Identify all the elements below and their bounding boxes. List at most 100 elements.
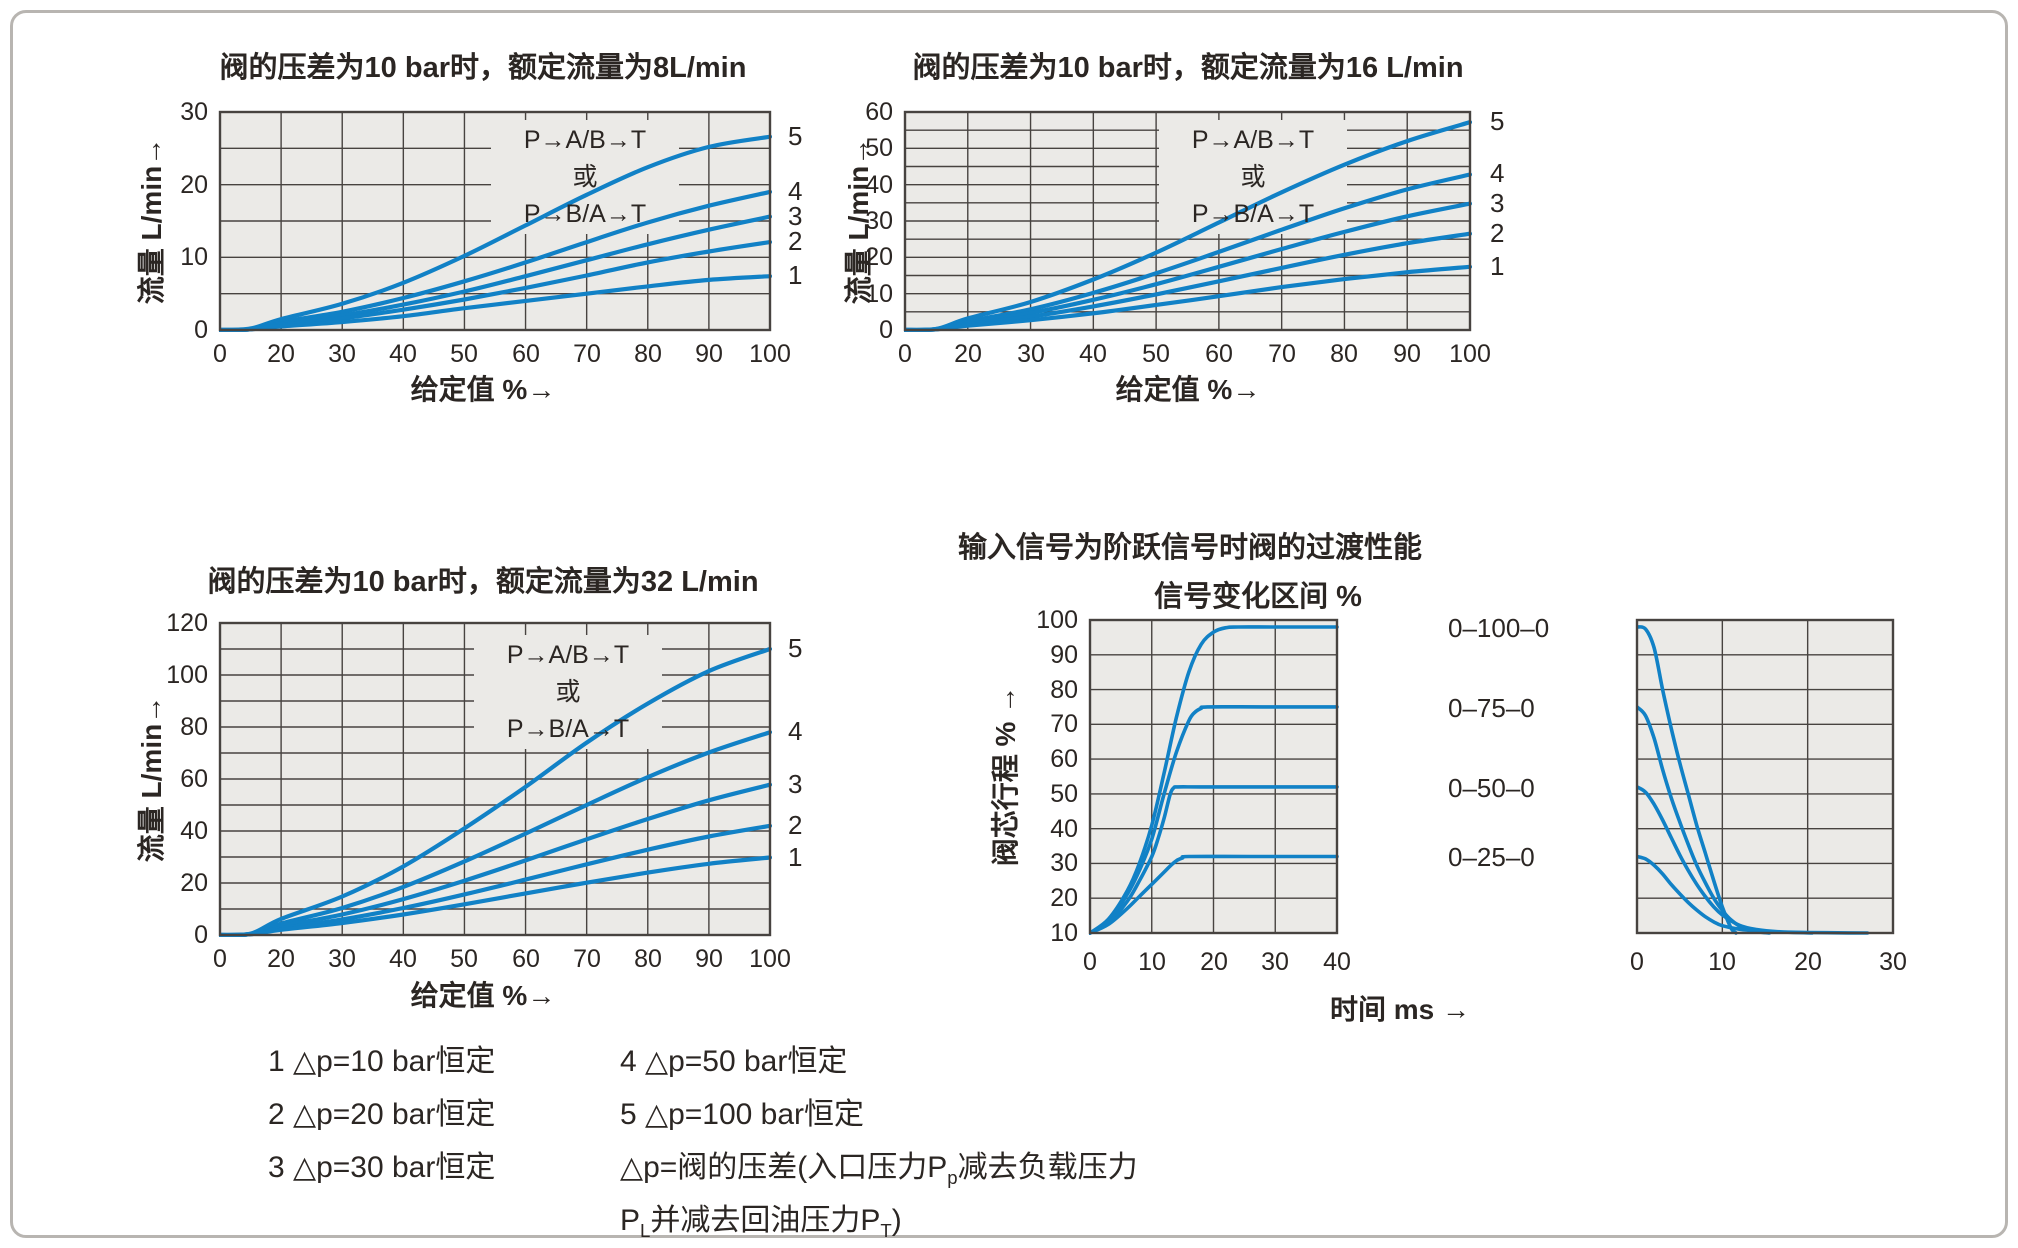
x-tick-label: 80 (634, 340, 662, 368)
y-tick-label: 10 (865, 280, 893, 308)
curve-label-4: 4 (1490, 158, 1505, 188)
plot-flow32 (218, 621, 772, 937)
plot-flow8 (218, 110, 772, 332)
plot-flow16 (903, 110, 1472, 332)
curves (219, 134, 772, 332)
curves (1636, 625, 1870, 935)
x-tick-label: 0 (213, 945, 227, 973)
curve-0-25-0 (1089, 854, 1339, 935)
page-border (10, 10, 2008, 1238)
x-tick-label: 100 (749, 340, 791, 368)
x-tick-label: 30 (1017, 340, 1045, 368)
legend-item-1: 1 △p=10 bar恒定 (268, 1045, 496, 1078)
x-tick-label: 50 (450, 340, 478, 368)
y-tick-label: 60 (865, 98, 893, 126)
x-tick-label: 50 (1142, 340, 1170, 368)
y-tick-label: 50 (865, 134, 893, 162)
y-tick-label: 20 (865, 243, 893, 271)
x-tick-label: 60 (512, 340, 540, 368)
legend-item-4: 4 △p=50 bar恒定 (620, 1045, 848, 1078)
curve-label-4: 4 (788, 176, 803, 206)
curve-label-3: 3 (788, 769, 803, 799)
chart-subtitle-step: 信号变化区间 % (1154, 581, 1362, 613)
x-tick-label: 40 (1079, 340, 1107, 368)
curve-label-1: 1 (788, 260, 803, 290)
chart-title-step: 输入信号为阶跃信号时阀的过渡性能 (957, 532, 1423, 564)
y-tick-label: 30 (865, 207, 893, 235)
annotation-line: P→A/B→T (1191, 126, 1315, 154)
curve-label-3: 3 (1490, 188, 1505, 218)
curve-label-5: 5 (788, 633, 803, 663)
y-tick-label: 60 (180, 765, 208, 793)
x-tick-label: 30 (1261, 948, 1289, 976)
plot-border (218, 110, 772, 332)
legend-item-2: 2 △p=20 bar恒定 (268, 1098, 496, 1131)
curves (1089, 625, 1339, 935)
y-tick-label: 10 (1050, 919, 1078, 947)
curves (904, 120, 1472, 332)
flow-path-annotation: P→A/B→T 或 P→B/A→T (1192, 122, 1314, 233)
x-tick-label: 60 (1205, 340, 1233, 368)
y-tick-label: 0 (879, 316, 893, 344)
plot-background (1637, 620, 1893, 933)
y-tick-label: 30 (1050, 849, 1078, 877)
annotation-line: P→B/A→T (1191, 200, 1315, 228)
x-tick-label: 100 (1449, 340, 1491, 368)
curve-0-100-0 (1089, 625, 1339, 935)
y-tick-label: 0 (194, 921, 208, 949)
curves (219, 646, 772, 937)
plot-border (1088, 618, 1339, 935)
annotation-line: 或 (1240, 163, 1266, 191)
annotation-line: P→A/B→T (523, 126, 647, 154)
x-tick-label: 100 (749, 945, 791, 973)
curve-label-2: 2 (1490, 218, 1505, 248)
x-axis-label-step: 时间 ms → (1329, 994, 1471, 1025)
curve-label-3: 3 (788, 201, 803, 231)
x-tick-label: 20 (267, 945, 295, 973)
curve-0-100-0 (1636, 625, 1738, 935)
x-tick-label: 20 (1200, 948, 1228, 976)
y-tick-label: 70 (1050, 710, 1078, 738)
curve-label-4: 4 (788, 716, 803, 746)
annotation-line: P→A/B→T (506, 641, 630, 669)
y-tick-label: 120 (166, 609, 208, 637)
y-tick-label: 80 (180, 713, 208, 741)
curve-1 (219, 855, 772, 937)
curve-1 (904, 264, 1472, 332)
y-tick-label: 20 (1050, 884, 1078, 912)
y-tick-label: 80 (1050, 676, 1078, 704)
y-tick-label: 40 (180, 817, 208, 845)
x-tick-label: 80 (634, 945, 662, 973)
annotation-mask (491, 120, 679, 234)
plot-step-rise (1088, 618, 1339, 935)
y-tick-label: 90 (1050, 641, 1078, 669)
x-tick-label: 50 (450, 945, 478, 973)
plot-border (903, 110, 1472, 332)
curve-5 (219, 134, 772, 332)
x-tick-label: 70 (1268, 340, 1296, 368)
x-tick-label: 40 (389, 340, 417, 368)
subscript: p (947, 1167, 958, 1188)
x-axis-label-flow16: 给定值 %→ (1115, 374, 1261, 405)
subscript: T (880, 1220, 892, 1241)
x-tick-label: 30 (1879, 948, 1907, 976)
annotation-line: 或 (572, 163, 598, 191)
y-tick-label: 10 (180, 243, 208, 271)
x-tick-label: 70 (573, 945, 601, 973)
y-tick-label: 0 (194, 316, 208, 344)
x-tick-label: 80 (1330, 340, 1358, 368)
curve-5 (219, 646, 772, 937)
curve-label-5: 5 (788, 121, 803, 151)
chart-title-flow16: 阀的压差为10 bar时，额定流量为16 L/min (912, 52, 1464, 84)
chart-title-flow8: 阀的压差为10 bar时，额定流量为8L/min (219, 52, 747, 84)
y-tick-label: 60 (1050, 745, 1078, 773)
signal-range-label: 0–100–0 (1448, 613, 1550, 643)
x-tick-label: 30 (328, 945, 356, 973)
x-tick-label: 90 (695, 340, 723, 368)
curve-1 (219, 274, 772, 332)
subscript: L (640, 1220, 651, 1241)
plot-border (218, 621, 772, 937)
x-tick-label: 10 (1138, 948, 1166, 976)
annotation-line: P→B/A→T (523, 200, 647, 228)
